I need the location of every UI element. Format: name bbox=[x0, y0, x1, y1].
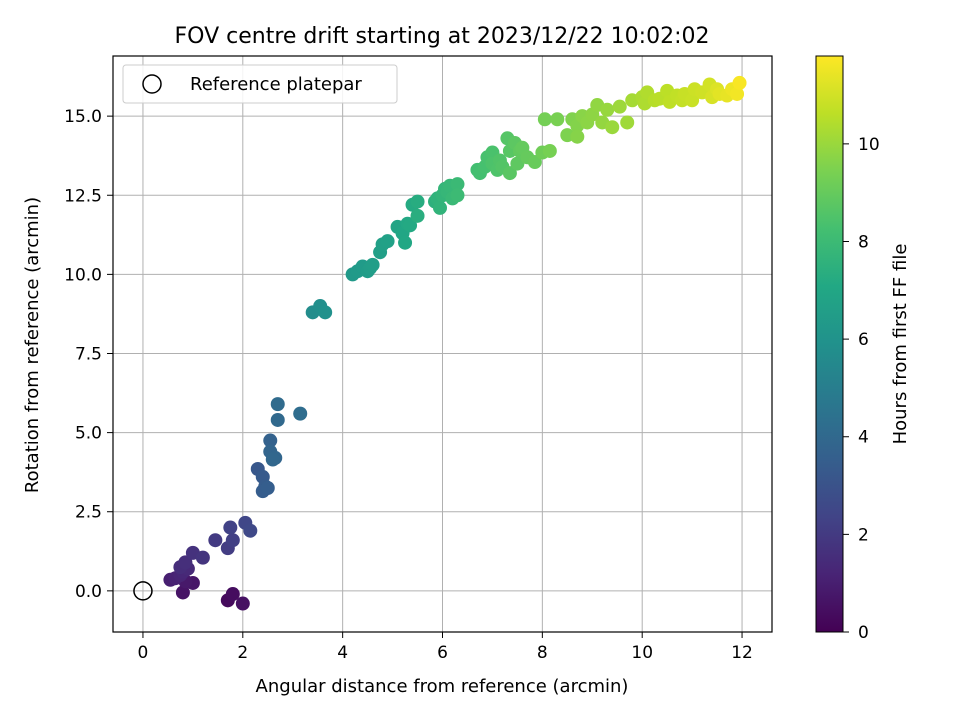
data-point bbox=[178, 555, 193, 570]
y-tick-label: 12.5 bbox=[64, 186, 102, 206]
y-tick-label: 0.0 bbox=[75, 582, 102, 602]
data-point bbox=[612, 99, 627, 114]
data-point bbox=[195, 550, 210, 565]
data-point bbox=[265, 452, 280, 467]
colorbar bbox=[815, 55, 844, 633]
data-point bbox=[600, 102, 615, 117]
y-tick-label: 15.0 bbox=[64, 107, 102, 127]
x-tick-label: 6 bbox=[437, 643, 448, 663]
data-point bbox=[270, 412, 285, 427]
data-point bbox=[225, 587, 240, 602]
data-point bbox=[542, 143, 557, 158]
x-tick-label: 0 bbox=[138, 643, 149, 663]
y-tick-label: 7.5 bbox=[75, 344, 102, 364]
data-point bbox=[225, 533, 240, 548]
data-point bbox=[270, 397, 285, 412]
reference-platepar-marker bbox=[133, 581, 153, 601]
data-point bbox=[450, 177, 465, 192]
data-point bbox=[527, 155, 542, 170]
colorbar-tick-label: 6 bbox=[858, 330, 869, 350]
x-tick-label: 2 bbox=[237, 643, 248, 663]
x-axis-ticks: 0 2 4 6 8 10 12 bbox=[138, 632, 753, 663]
data-point bbox=[235, 596, 250, 611]
data-point bbox=[380, 234, 395, 249]
legend-box bbox=[122, 64, 398, 104]
data-point bbox=[620, 115, 635, 130]
data-point bbox=[208, 533, 223, 548]
colorbar-tick-label: 10 bbox=[858, 135, 880, 155]
data-point bbox=[450, 188, 465, 203]
y-axis-ticks: 0.0 2.5 5.0 7.5 10.0 12.5 15.0 bbox=[64, 107, 113, 602]
y-tick-label: 2.5 bbox=[75, 503, 102, 523]
scatter-points bbox=[163, 75, 747, 611]
data-point bbox=[510, 156, 525, 171]
colorbar-tick-label: 4 bbox=[858, 428, 869, 448]
data-point bbox=[433, 200, 448, 215]
data-point bbox=[410, 208, 425, 223]
data-point bbox=[403, 218, 418, 233]
x-axis-label: Angular distance from reference (arcmin) bbox=[256, 676, 629, 697]
data-point bbox=[732, 75, 747, 90]
data-point bbox=[398, 235, 413, 250]
data-point bbox=[318, 305, 333, 320]
data-point bbox=[730, 86, 745, 101]
data-point bbox=[293, 406, 308, 421]
data-point bbox=[410, 194, 425, 209]
data-point bbox=[570, 129, 585, 144]
legend: Reference platepar bbox=[122, 64, 398, 104]
data-point bbox=[605, 120, 620, 135]
data-point bbox=[223, 520, 238, 535]
colorbar-tick-label: 8 bbox=[858, 232, 869, 252]
data-point bbox=[260, 481, 275, 495]
data-point bbox=[502, 166, 517, 181]
chart-title: FOV centre drift starting at 2023/12/22 … bbox=[175, 24, 710, 49]
colorbar-tick-label: 2 bbox=[858, 525, 869, 545]
x-tick-label: 12 bbox=[731, 643, 753, 663]
colorbar-label: Hours from first FF file bbox=[890, 244, 911, 445]
data-point bbox=[175, 585, 190, 600]
y-axis-label: Rotation from reference (arcmin) bbox=[22, 197, 43, 493]
data-point bbox=[365, 257, 380, 272]
legend-label: Reference platepar bbox=[190, 74, 362, 95]
colorbar-tick-label: 0 bbox=[858, 623, 869, 643]
x-tick-label: 10 bbox=[631, 643, 653, 663]
legend-marker bbox=[142, 74, 162, 94]
data-point bbox=[685, 93, 700, 108]
x-tick-label: 4 bbox=[337, 643, 348, 663]
data-point bbox=[537, 112, 552, 127]
data-point bbox=[263, 433, 278, 448]
y-tick-label: 10.0 bbox=[64, 265, 102, 285]
colorbar-ticks: 0 2 4 6 8 10 bbox=[843, 135, 880, 643]
y-tick-label: 5.0 bbox=[75, 424, 102, 444]
data-point bbox=[550, 112, 565, 127]
data-point bbox=[243, 523, 258, 538]
x-tick-label: 8 bbox=[537, 643, 548, 663]
